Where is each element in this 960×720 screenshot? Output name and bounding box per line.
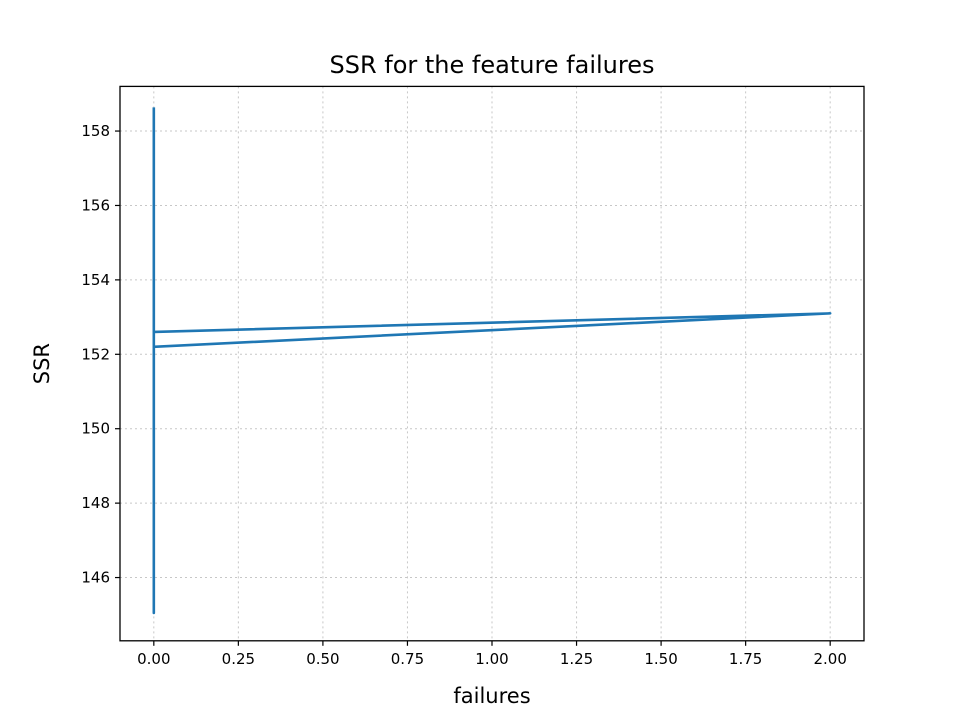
series-line-0 [152,107,832,615]
x-tick-label: 1.75 [729,650,762,668]
y-tick-label: 154 [81,271,110,289]
x-tick-label: 0.75 [391,650,424,668]
y-tick-label: 152 [81,345,110,363]
y-tick-label: 146 [81,569,110,587]
y-tick-label: 150 [81,420,110,438]
series-layer [152,107,832,615]
grid [120,86,864,641]
chart-title: SSR for the feature failures [329,51,654,79]
x-tick-label: 0.50 [306,650,339,668]
x-tick-label: 1.50 [644,650,677,668]
x-axis: 0.00 0.25 0.50 0.75 1.00 1.25 1.50 1.75 2.00 [137,640,847,668]
x-tick-label: 2.00 [813,650,846,668]
x-tick-label: 0.25 [222,650,255,668]
y-tick-label: 158 [81,122,110,140]
y-tick-label: 148 [81,494,110,512]
y-tick-label: 156 [81,196,110,214]
y-axis: 146 148 150 152 154 156 158 [81,122,120,587]
x-tick-label: 1.25 [560,650,593,668]
x-tick-label: 0.00 [137,650,170,668]
y-axis-label: SSR [30,343,54,384]
x-axis-label: failures [453,684,530,708]
x-tick-label: 1.00 [475,650,508,668]
